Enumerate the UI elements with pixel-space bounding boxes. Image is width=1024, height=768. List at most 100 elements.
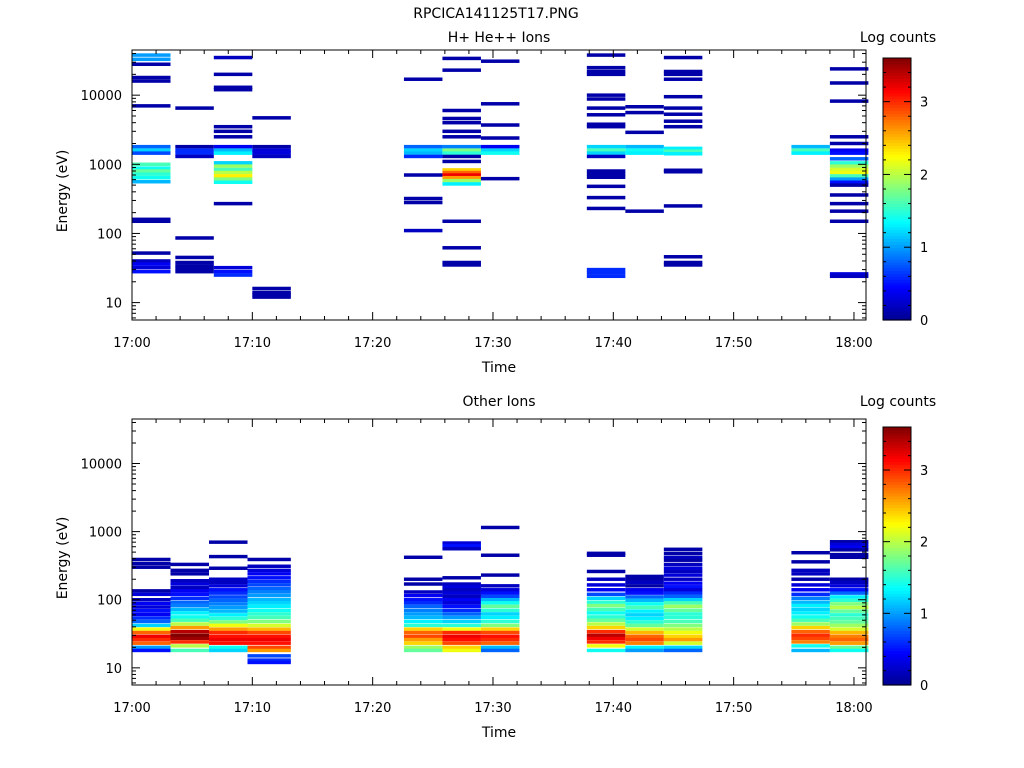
colorbar-segment: [883, 136, 911, 141]
colorbar-tick-label: 3: [920, 464, 928, 479]
heatmap-cell: [403, 630, 443, 635]
heatmap-cell: [586, 144, 626, 149]
heatmap-cell: [132, 269, 171, 274]
heatmap-cell: [132, 589, 171, 593]
heatmap-cell: [663, 260, 703, 265]
heatmap-cell: [132, 601, 171, 606]
x-tick-label: 17:40: [595, 701, 632, 716]
colorbar-segment: [883, 619, 911, 623]
colorbar-segment: [883, 203, 911, 208]
heatmap-cell: [791, 600, 830, 604]
heatmap-cell: [480, 144, 520, 149]
heatmap-cell: [175, 148, 214, 152]
x-tick-label: 17:20: [354, 701, 391, 716]
colorbar-segment: [883, 75, 911, 79]
heatmap-cell: [403, 154, 443, 159]
heatmap-cell: [829, 174, 869, 178]
colorbar-segment: [883, 639, 911, 643]
colorbar-segment: [883, 317, 911, 321]
heatmap-cell: [247, 615, 291, 620]
heatmap-cell: [209, 627, 248, 631]
heatmap-cell: [829, 645, 869, 650]
heatmap-cell: [170, 607, 209, 612]
heatmap-cell: [175, 154, 214, 159]
heatmap-cell: [132, 592, 171, 597]
colorbar-segment: [883, 229, 911, 234]
heatmap-cell: [403, 196, 443, 201]
heatmap-cell: [132, 619, 171, 624]
colorbar-segment: [883, 599, 911, 603]
heatmap-cell: [403, 77, 443, 81]
heatmap-cell: [209, 616, 248, 621]
heatmap-cell: [247, 658, 291, 662]
colorbar-segment: [883, 570, 911, 574]
heatmap-cell: [132, 608, 171, 613]
colorbar-segment: [883, 650, 911, 655]
heatmap-cell: [586, 175, 626, 179]
heatmap-cell: [791, 583, 830, 587]
colorbar-segment: [883, 200, 911, 205]
heatmap-cell: [586, 596, 626, 601]
heatmap-cell: [829, 548, 869, 552]
heatmap-cell: [247, 604, 291, 609]
heatmap-cell: [586, 588, 626, 592]
heatmap-cell: [132, 561, 171, 566]
colorbar-segment: [883, 113, 911, 117]
colorbar-segment: [883, 567, 911, 571]
colorbar-segment: [883, 664, 911, 669]
heatmap-cell: [829, 641, 869, 645]
heatmap-cell: [170, 592, 209, 597]
heatmap-cell: [132, 151, 171, 155]
heatmap-cell: [175, 144, 214, 149]
colorbar-segment: [883, 576, 911, 580]
panel-title: Other Ions: [462, 394, 535, 410]
heatmap-cell: [480, 176, 520, 181]
heatmap-cell: [586, 583, 626, 587]
heatmap-cell: [791, 596, 830, 601]
colorbar-segment: [883, 87, 911, 91]
heatmap-cell: [442, 619, 481, 624]
colorbar-segment: [883, 679, 911, 683]
heatmap-cell: [829, 193, 869, 197]
colorbar-segment: [883, 621, 911, 626]
heatmap-cell: [209, 588, 248, 592]
heatmap-cell: [663, 72, 703, 77]
heatmap-cell: [132, 175, 171, 180]
colorbar-segment: [883, 633, 911, 637]
colorbar-segment: [883, 127, 911, 132]
colorbar-segment: [883, 235, 911, 240]
heatmap-cell: [829, 577, 869, 581]
heatmap-cell: [403, 590, 443, 594]
heatmap-cell: [663, 204, 703, 208]
heatmap-cell: [213, 164, 253, 168]
heatmap-cell: [209, 595, 248, 599]
colorbar-tick-label: 1: [920, 241, 928, 256]
heatmap-cell: [625, 630, 664, 635]
heatmap-cell: [403, 228, 443, 233]
heatmap-cell: [247, 579, 291, 584]
colorbar-segment: [883, 492, 911, 497]
heatmap-cell: [829, 141, 869, 146]
colorbar-segment: [883, 285, 911, 289]
colorbar-segment: [883, 432, 911, 437]
heatmap-cell: [170, 596, 209, 601]
heatmap-cell: [663, 615, 703, 620]
heatmap-cell: [586, 607, 626, 612]
heatmap-cell: [829, 201, 869, 206]
heatmap-cell: [247, 660, 291, 665]
y-tick-label: 100: [97, 594, 122, 609]
colorbar-segment: [883, 296, 911, 301]
heatmap-cell: [403, 627, 443, 631]
heatmap-cell: [132, 612, 171, 617]
heatmap-cell: [132, 219, 171, 224]
colorbar-segment: [883, 180, 911, 184]
colorbar-segment: [883, 610, 911, 614]
heatmap-cell: [586, 644, 626, 648]
heatmap-cell: [480, 645, 520, 650]
colorbar-segment: [883, 673, 911, 677]
heatmap-cell: [247, 568, 291, 573]
heatmap-cell: [791, 618, 830, 622]
colorbar-segment: [883, 561, 911, 566]
heatmap-cell: [586, 640, 626, 644]
colorbar-segment: [883, 223, 911, 228]
